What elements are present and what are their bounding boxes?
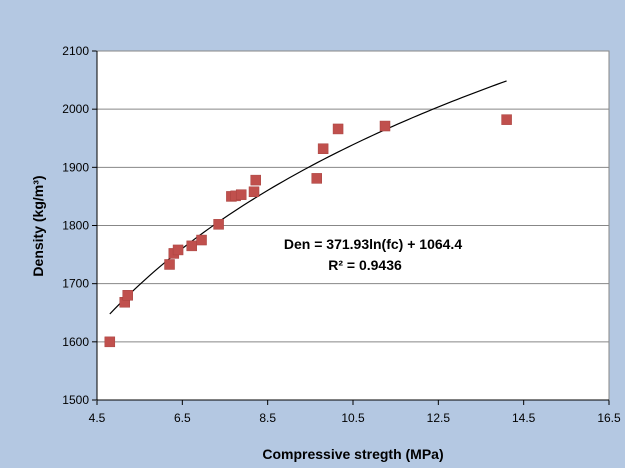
y-tick-label: 1900 — [62, 160, 89, 174]
x-tick-label: 12.5 — [427, 411, 451, 425]
x-tick-label: 10.5 — [341, 411, 365, 425]
data-point — [104, 336, 116, 348]
y-axis-title: Density (kg/m³) — [30, 175, 46, 276]
data-point — [235, 189, 247, 200]
data-point — [317, 143, 329, 154]
data-point — [248, 186, 260, 198]
x-axis-title: Compressive stregth (MPa) — [262, 446, 443, 462]
data-point — [122, 290, 133, 301]
y-tick-label: 1600 — [62, 335, 89, 349]
y-tick-label: 1800 — [62, 219, 89, 233]
data-point — [196, 234, 207, 246]
y-tick-label: 1500 — [62, 393, 89, 407]
data-point — [213, 219, 224, 230]
y-tick-label: 2100 — [62, 44, 89, 58]
y-tick-label: 1700 — [62, 277, 89, 291]
data-point — [186, 240, 197, 252]
data-point — [311, 173, 322, 184]
data-point — [250, 174, 261, 186]
x-tick-label: 4.5 — [89, 411, 106, 425]
data-points — [104, 114, 512, 348]
data-point — [379, 120, 391, 132]
tick-labels: 1500 1600 1700 1800 1900 2000 2100 4.5 6.5 8.5 10.… — [62, 44, 621, 425]
data-point — [501, 114, 512, 125]
data-point — [332, 123, 344, 135]
data-point — [172, 244, 184, 256]
x-tick-label: 16.5 — [597, 411, 621, 425]
y-tick-label: 2000 — [62, 102, 89, 116]
x-tick-label: 8.5 — [259, 411, 276, 425]
data-point — [164, 259, 175, 270]
trendline-equation: Den = 371.93ln(fc) + 1064.4 — [284, 236, 462, 252]
r-squared-label: R² = 0.9436 — [328, 257, 402, 273]
x-tick-label: 6.5 — [174, 411, 191, 425]
x-tick-label: 14.5 — [512, 411, 536, 425]
axes — [92, 50, 610, 405]
